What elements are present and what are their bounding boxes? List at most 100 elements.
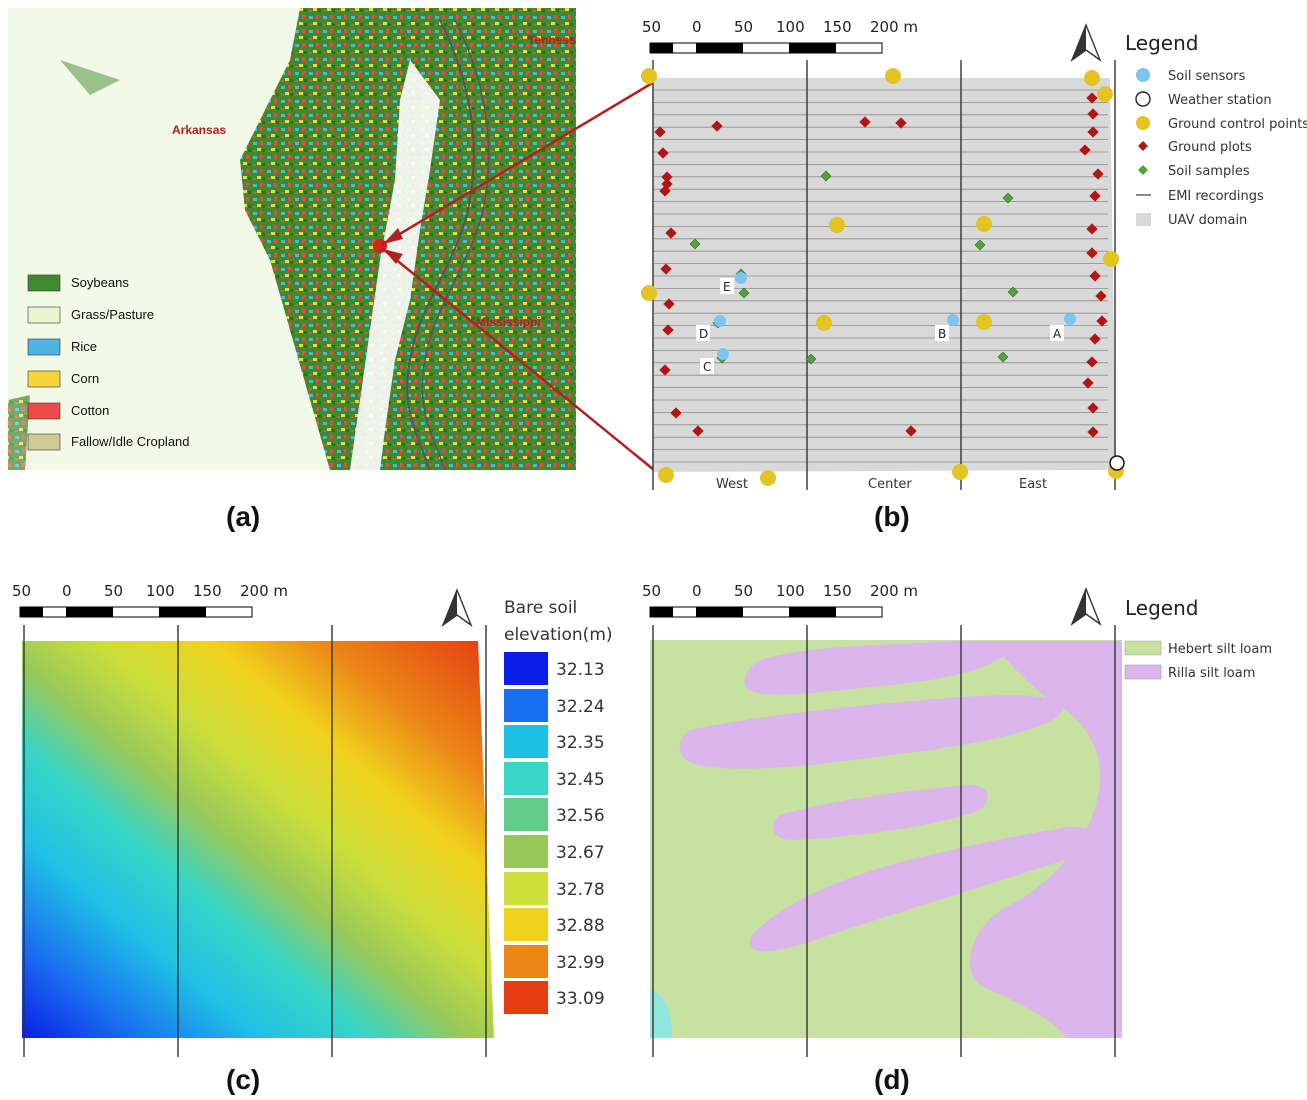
panel-a-landcover-map: Arkansas Mississippi Tenness Soybeans Gr… (8, 8, 576, 471)
scale-tick: 50 (642, 582, 661, 600)
soil-legend: Legend Hebert silt loam Rilla silt loam (1124, 596, 1272, 681)
gcp-point (976, 314, 992, 330)
elevation-value: 32.88 (556, 916, 605, 936)
elevation-swatch (504, 725, 548, 758)
legend-title-b: Legend (1125, 31, 1198, 55)
gcp-point (829, 217, 845, 233)
gcp-point (658, 467, 674, 483)
north-arrow-icon (441, 588, 473, 627)
sensor-label-a: A (1053, 327, 1062, 341)
legend-symbol-soil-sensors (1136, 68, 1150, 82)
legend-ground-control-points: Ground control points (1168, 117, 1307, 132)
ground-plot (1079, 144, 1091, 156)
panel-d-soil-map: 50 0 50 100 150 200 m Legend Hebert silt… (642, 582, 1272, 1057)
legend-emi-recordings: EMI recordings (1168, 189, 1264, 204)
soil-sample (1007, 286, 1019, 298)
legend-swatch-rice (27, 338, 61, 356)
ground-plot (1089, 333, 1101, 345)
gcp-point (816, 315, 832, 331)
elevation-swatch (504, 798, 548, 831)
scale-tick: 0 (62, 582, 72, 600)
legend-symbol-weather-station (1135, 91, 1151, 107)
gcp-point (1103, 251, 1119, 267)
legend-rilla-silt-loam: Rilla silt loam (1168, 666, 1255, 681)
legend-weather-station: Weather station (1168, 93, 1272, 108)
legend-uav-domain: UAV domain (1168, 213, 1247, 228)
ground-plot (1087, 108, 1099, 120)
soil-sensors (714, 272, 1076, 360)
gcp-point (1097, 86, 1113, 102)
ground-plot (1089, 270, 1101, 282)
ground-plot (1082, 377, 1094, 389)
connector-arrows (382, 80, 655, 471)
soil-sample (1002, 192, 1014, 204)
soil-sample (738, 287, 750, 299)
emi-recordings (654, 89, 1108, 463)
scale-tick: 150 (823, 582, 852, 600)
elevation-value: 32.78 (556, 880, 605, 900)
elevation-value: 32.45 (556, 770, 605, 790)
panel-b-field-layout-map: 50 0 50 100 150 200 m West Center East (641, 18, 1307, 492)
scale-tick: 200 m (240, 582, 288, 600)
legend-symbol-uav (1136, 213, 1151, 226)
elevation-value: 32.13 (556, 660, 605, 680)
legend-swatch-rilla (1124, 664, 1162, 680)
soil-sensor-c (717, 348, 729, 360)
gcp-point (952, 464, 968, 480)
scale-tick: 50 (734, 18, 753, 36)
soil-sample (805, 353, 817, 365)
ground-plot (1086, 356, 1098, 368)
legend-title-d: Legend (1125, 596, 1198, 620)
ground-plot (1087, 126, 1099, 138)
soil-sample (974, 239, 986, 251)
sensor-label-d: D (699, 327, 708, 341)
legend-grass: Grass/Pasture (71, 307, 154, 322)
panel-label-b: (b) (874, 501, 910, 532)
sensor-label-b: B (938, 327, 946, 341)
soil-samples (689, 170, 1019, 365)
legend-swatch-fallow (27, 433, 61, 451)
scale-bar-b: 50 0 50 100 150 200 m (642, 18, 918, 54)
gcp-point (641, 68, 657, 84)
elevation-swatch (504, 689, 548, 722)
soil-sample (689, 238, 701, 250)
scale-tick: 200 m (870, 582, 918, 600)
ground-plot (1092, 168, 1104, 180)
soil-sample (820, 170, 832, 182)
tennessee-label: Tenness (528, 33, 576, 47)
legend-swatch-corn (27, 370, 61, 388)
landcover-legend: Soybeans Grass/Pasture Rice Corn Cotton … (27, 274, 190, 451)
scale-tick: 0 (692, 18, 702, 36)
mississippi-label: Mississippi (476, 315, 541, 329)
legend-symbol-gcp (1136, 116, 1150, 130)
zone-center: Center (868, 477, 912, 492)
ground-plot (1086, 223, 1098, 235)
panel-label-a: (a) (226, 501, 261, 532)
elevation-raster (22, 641, 494, 1038)
scale-tick: 0 (692, 582, 702, 600)
legend-soil-sensors: Soil sensors (1168, 69, 1246, 84)
zone-east: East (1019, 477, 1047, 492)
elevation-swatch (504, 872, 548, 905)
sensor-labels: E D C B A (696, 278, 1064, 374)
scale-tick: 150 (193, 582, 222, 600)
legend-hebert-silt-loam: Hebert silt loam (1168, 642, 1272, 657)
legend-corn: Corn (71, 371, 99, 386)
rilla-silt-loam-areas (679, 641, 1122, 1038)
panel-label-d: (d) (874, 1064, 910, 1095)
north-arrow-icon (1070, 23, 1102, 62)
legend-swatch-cotton (27, 402, 61, 420)
gcp-point (976, 216, 992, 232)
legend-swatch-soybeans (27, 274, 61, 292)
sensor-label-e: E (723, 280, 731, 294)
elevation-value: 32.99 (556, 953, 605, 973)
scale-tick: 50 (642, 18, 661, 36)
legend-swatch-grass (27, 306, 61, 324)
ground-plot (1086, 92, 1098, 104)
scale-tick: 50 (12, 582, 31, 600)
layout-legend: Legend Soil sensors Weather station Grou… (1125, 31, 1307, 228)
gcp-point (760, 470, 776, 486)
gcp-point (885, 68, 901, 84)
scale-tick: 100 (776, 18, 805, 36)
elevation-value: 33.09 (556, 989, 605, 1009)
